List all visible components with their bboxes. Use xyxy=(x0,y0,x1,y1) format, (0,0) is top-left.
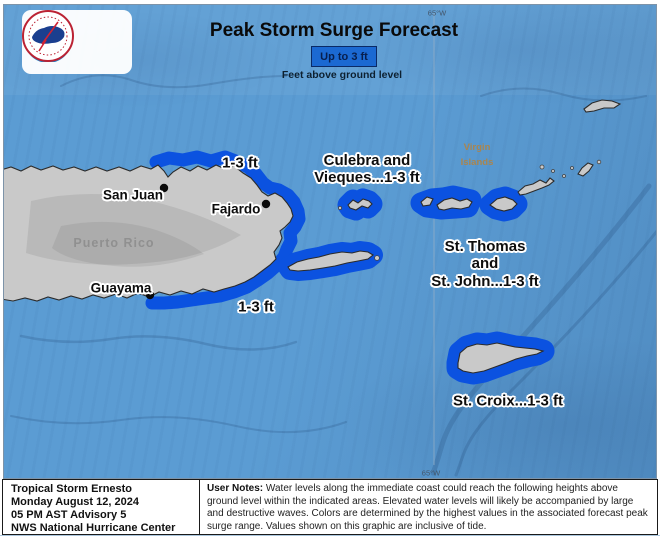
st-thomas-west-islet xyxy=(420,196,434,207)
footer-info-bar: Tropical Storm Ernesto Monday August 12,… xyxy=(2,479,658,535)
nws-logo-icon xyxy=(22,10,74,62)
surge-label-culebra-vieques: Culebra and Vieques...1-3 ft xyxy=(314,152,420,187)
bottom-border-strip xyxy=(0,535,660,542)
vieques-island xyxy=(287,250,374,272)
terrain-label-puerto-rico: Puerto Rico xyxy=(73,236,155,250)
virgin-gorda-island xyxy=(577,162,594,177)
guayama-city-dot xyxy=(145,290,155,300)
advisory-number: 05 PM AST Advisory 5 xyxy=(11,508,127,521)
culebra-islet xyxy=(337,205,342,210)
culebra-label-line1: Culebra and xyxy=(323,151,411,169)
storm-info-box: Tropical Storm Ernesto Monday August 12,… xyxy=(2,479,200,535)
ocean-swirl xyxy=(480,87,647,102)
advisory-date: Monday August 12, 2024 xyxy=(11,495,139,508)
vieques-surge-zone xyxy=(278,241,383,281)
meridian-label-bottom: 65°W xyxy=(421,468,441,478)
issuing-office: NWS National Hurricane Center xyxy=(11,521,176,534)
st-croix-surge-zone xyxy=(446,331,555,385)
bvi-islet xyxy=(570,166,574,170)
city-label-guayama: Guayama xyxy=(90,280,152,296)
st-thomas-surge-zone xyxy=(410,185,482,220)
city-label-fajardo: Fajardo xyxy=(211,201,261,217)
terrain-shading xyxy=(52,221,204,267)
seafloor-ridge xyxy=(430,183,652,476)
ocean-swirl xyxy=(60,74,287,89)
seafloor-ridge xyxy=(454,229,656,477)
tortola-island xyxy=(517,177,555,196)
culebra-label-line2: Vieques...1-3 ft xyxy=(314,169,420,186)
user-notes-label: User Notes: xyxy=(207,483,264,494)
st-john-surge-zone xyxy=(479,186,528,222)
vieques-islet xyxy=(374,255,380,261)
fajardo-city-dot xyxy=(261,199,271,209)
city-label-san-juan: San Juan xyxy=(102,187,164,203)
surge-legend-value: Up to 3 ft xyxy=(320,50,368,63)
region-label-line2: Islands xyxy=(460,157,494,168)
stthomas-label-line2: and xyxy=(471,255,499,273)
map-canvas xyxy=(4,13,656,477)
anegada-island xyxy=(583,99,622,113)
bvi-islet xyxy=(562,174,566,178)
surge-legend-caption: Feet above ground level xyxy=(281,69,403,81)
region-label-virgin-islands: Virgin Islands xyxy=(461,140,494,170)
surge-label-north-pr: 1-3 ft xyxy=(222,154,258,172)
terrain-shading xyxy=(26,194,241,265)
meridian-label-top: 65°W xyxy=(427,8,447,18)
culebra-surge-zone xyxy=(337,188,383,221)
culebra-island xyxy=(347,198,373,211)
st-croix-island xyxy=(457,342,545,374)
st-thomas-island xyxy=(436,197,473,211)
seafloor-ridge xyxy=(19,334,298,351)
bvi-islet xyxy=(551,169,555,173)
surge-band-puerto-rico xyxy=(145,150,306,310)
puerto-rico-landmass xyxy=(4,164,294,302)
surge-label-st-thomas-john: St. Thomas and St. John...1-3 ft xyxy=(431,238,539,290)
bvi-islet xyxy=(596,159,602,165)
seafloor-ridge xyxy=(10,415,347,434)
bvi-islet xyxy=(539,164,545,170)
surge-label-st-croix: St. Croix...1-3 ft xyxy=(452,392,564,410)
stthomas-label-line3: St. John...1-3 ft xyxy=(431,272,539,290)
surge-label-south-pr: 1-3 ft xyxy=(238,298,274,316)
user-notes-box: User Notes: Water levels along the immed… xyxy=(200,479,658,535)
region-label-line1: Virgin xyxy=(463,141,491,153)
agency-logo-card: NOAA xyxy=(22,10,132,74)
storm-name: Tropical Storm Ernesto xyxy=(11,483,133,495)
user-notes-text: Water levels along the immediate coast c… xyxy=(207,483,648,532)
stthomas-label-line1: St. Thomas xyxy=(444,238,526,256)
san-juan-city-dot xyxy=(159,183,169,193)
surge-legend-swatch: Up to 3 ft xyxy=(311,46,377,67)
st-john-island xyxy=(489,196,518,212)
forecast-map: NOAA Peak Storm Surge Forecast Up to 3 f… xyxy=(3,4,657,479)
page-title: Peak Storm Surge Forecast xyxy=(209,20,459,41)
